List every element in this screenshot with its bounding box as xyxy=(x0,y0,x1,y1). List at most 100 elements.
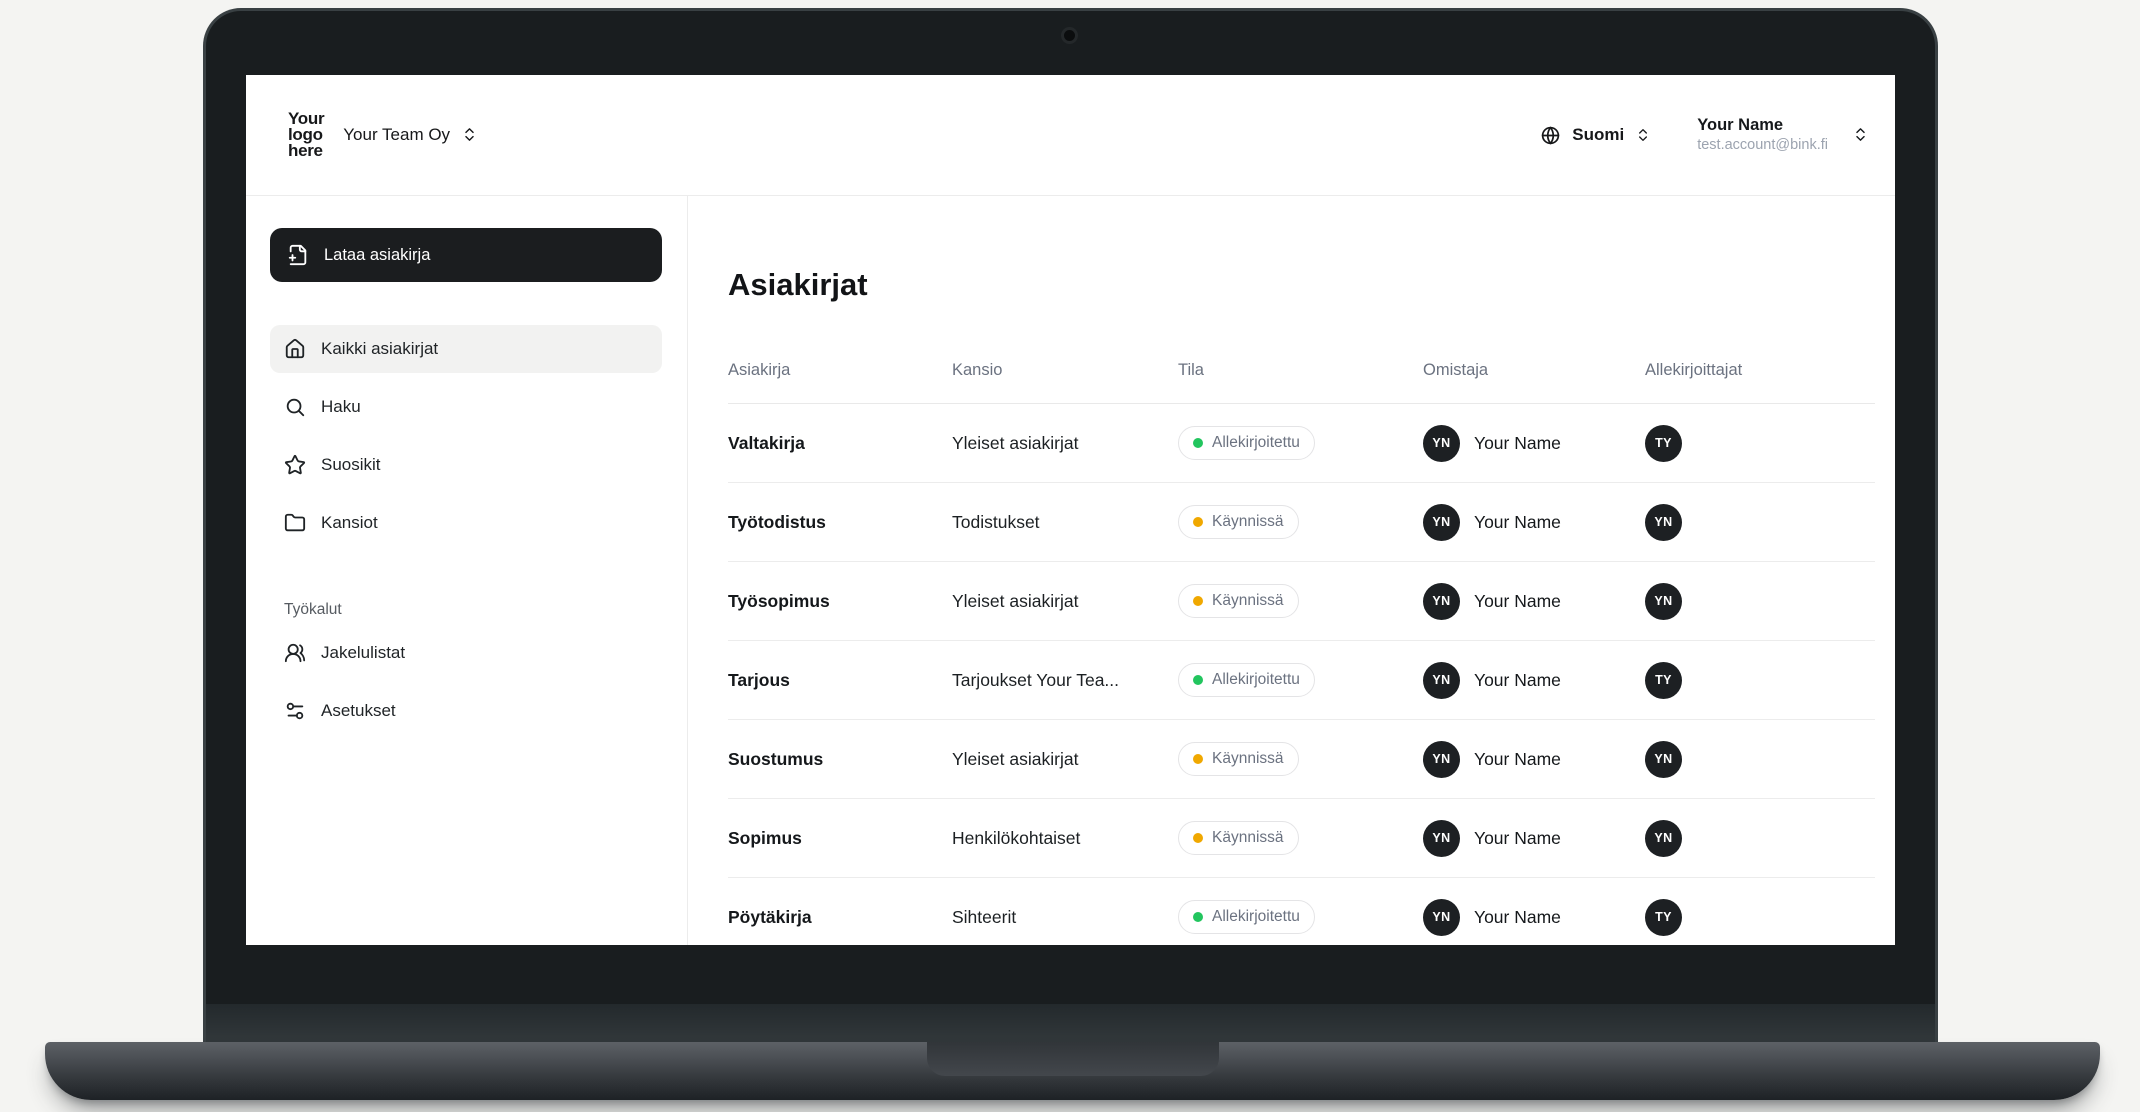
table-row[interactable]: Työsopimus Yleiset asiakirjat Käynnissä YN Y… xyxy=(728,562,1875,641)
table-row[interactable]: Tarjous Tarjoukset Your Tea... Allekirjoit… xyxy=(728,641,1875,720)
sidebar-item-label: Haku xyxy=(321,397,361,416)
owner-cell: YN Your Name xyxy=(1423,582,1645,620)
status-dot xyxy=(1193,754,1203,764)
sidebar: Lataa asiakirja Kaikki asiakirjat Haku Suo… xyxy=(246,196,688,945)
status-dot xyxy=(1193,596,1203,606)
status-badge: Käynnissä xyxy=(1178,742,1299,776)
language-switcher[interactable]: Suomi xyxy=(1540,125,1651,146)
owner-name: Your Name xyxy=(1474,432,1561,453)
document-name: Valtakirja xyxy=(728,432,805,453)
status-label: Allekirjoitettu xyxy=(1212,434,1300,451)
logo-line: logo xyxy=(288,125,323,145)
main-content: Asiakirjat Asiakirja Kansio Tila Omistaja Al… xyxy=(688,196,1895,945)
folder-name: Henkilökohtaiset xyxy=(952,827,1081,848)
globe-icon xyxy=(1542,126,1560,144)
upload-document-button[interactable]: Lataa asiakirja xyxy=(270,228,662,282)
logo-line: Your xyxy=(288,109,325,129)
owner-avatar: YN xyxy=(1423,898,1460,936)
signer-avatar: YN xyxy=(1645,819,1682,857)
status-badge: Allekirjoitettu xyxy=(1178,426,1315,460)
owner-cell: YN Your Name xyxy=(1423,740,1645,778)
owner-name: Your Name xyxy=(1474,669,1561,690)
table-row[interactable]: Valtakirja Yleiset asiakirjat Allekirjoite… xyxy=(728,404,1875,483)
language-label: Suomi xyxy=(1572,125,1625,144)
status-badge: Käynnissä xyxy=(1178,584,1299,618)
sidebar-item-label: Jakelulistat xyxy=(321,643,406,662)
status-label: Käynnissä xyxy=(1212,829,1284,846)
upload-button-label: Lataa asiakirja xyxy=(324,245,431,264)
owner-name: Your Name xyxy=(1474,827,1561,848)
owner-avatar: YN xyxy=(1423,582,1460,620)
status-dot xyxy=(1193,912,1203,922)
team-switcher[interactable]: Your Team Oy xyxy=(343,125,478,145)
sidebar-tools-nav: Jakelulistat Asetukset xyxy=(270,629,662,735)
status-label: Allekirjoitettu xyxy=(1212,671,1300,688)
status-badge: Käynnissä xyxy=(1178,505,1299,539)
sidebar-item-asetukset[interactable]: Asetukset xyxy=(270,687,662,735)
base-notch xyxy=(926,1042,1219,1076)
webcam-dot xyxy=(1064,30,1075,41)
sidebar-item-kaikki-asiakirjat[interactable]: Kaikki asiakirjat xyxy=(270,325,662,373)
logo-line: here xyxy=(288,140,323,160)
column-header-tila: Tila xyxy=(1178,361,1204,379)
table-row[interactable]: Työtodistus Todistukset Käynnissä YN Your Na… xyxy=(728,483,1875,562)
owner-name: Your Name xyxy=(1474,748,1561,769)
chevron-up-down-icon xyxy=(465,128,474,142)
chevron-up-down-icon xyxy=(1856,128,1865,142)
status-dot xyxy=(1193,833,1203,843)
status-badge: Allekirjoitettu xyxy=(1178,900,1315,934)
owner-avatar: YN xyxy=(1423,661,1460,699)
laptop-base xyxy=(45,1042,2100,1100)
home-icon xyxy=(285,338,305,359)
sidebar-item-suosikit[interactable]: Suosikit xyxy=(270,441,662,489)
table-row[interactable]: Pöytäkirja Sihteerit Allekirjoitettu YN Your… xyxy=(728,878,1875,945)
team-name: Your Team Oy xyxy=(343,124,451,144)
table-row[interactable]: Suostumus Yleiset asiakirjat Käynnissä YN Yo… xyxy=(728,720,1875,799)
owner-cell: YN Your Name xyxy=(1423,661,1645,699)
owner-avatar: YN xyxy=(1423,424,1460,462)
page-title: Asiakirjat xyxy=(728,267,868,302)
status-dot xyxy=(1193,438,1203,448)
table-row[interactable]: Sopimus Henkilökohtaiset Käynnissä YN Your N… xyxy=(728,799,1875,878)
signer-avatar: YN xyxy=(1645,582,1682,620)
table-body: Valtakirja Yleiset asiakirjat Allekirjoite… xyxy=(728,404,1875,945)
sidebar-item-haku[interactable]: Haku xyxy=(270,383,662,431)
status-label: Käynnissä xyxy=(1212,750,1284,767)
owner-name: Your Name xyxy=(1474,590,1561,611)
owner-name: Your Name xyxy=(1474,906,1561,927)
account-menu[interactable]: Your Name test.account@bink.fi xyxy=(1697,115,1869,156)
status-dot xyxy=(1193,675,1203,685)
owner-name: Your Name xyxy=(1474,511,1561,532)
document-name: Sopimus xyxy=(728,827,802,848)
owner-cell: YN Your Name xyxy=(1423,503,1645,541)
status-label: Allekirjoitettu xyxy=(1212,908,1300,925)
account-info: Your Name test.account@bink.fi xyxy=(1697,115,1828,156)
sidebar-item-label: Kaikki asiakirjat xyxy=(321,339,439,358)
owner-cell: YN Your Name xyxy=(1423,424,1645,462)
search-icon xyxy=(286,398,305,417)
sidebar-item-label: Kansiot xyxy=(321,513,378,532)
sidebar-item-kansiot[interactable]: Kansiot xyxy=(270,499,662,547)
owner-avatar: YN xyxy=(1423,740,1460,778)
signer-avatar: YN xyxy=(1645,503,1682,541)
document-name: Tarjous xyxy=(728,669,790,690)
status-label: Käynnissä xyxy=(1212,592,1284,609)
status-label: Käynnissä xyxy=(1212,513,1284,530)
folder-name: Yleiset asiakirjat xyxy=(952,590,1079,611)
owner-avatar: YN xyxy=(1423,503,1460,541)
owner-cell: YN Your Name xyxy=(1423,898,1645,936)
sidebar-item-label: Suosikit xyxy=(321,455,381,474)
signer-avatar: TY xyxy=(1645,661,1682,699)
signer-avatar: TY xyxy=(1645,898,1682,936)
status-badge: Käynnissä xyxy=(1178,821,1299,855)
document-name: Suostumus xyxy=(728,748,824,769)
column-header-omistaja: Omistaja xyxy=(1423,361,1489,379)
sidebar-item-jakelulistat[interactable]: Jakelulistat xyxy=(270,629,662,677)
owner-cell: YN Your Name xyxy=(1423,819,1645,857)
signer-avatar: YN xyxy=(1645,740,1682,778)
sidebar-item-label: Asetukset xyxy=(321,701,396,720)
app-header: Your logo here Your Team Oy Suomi Your N… xyxy=(246,75,1895,196)
file-plus-icon xyxy=(288,244,307,266)
account-email: test.account@bink.fi xyxy=(1697,137,1828,154)
